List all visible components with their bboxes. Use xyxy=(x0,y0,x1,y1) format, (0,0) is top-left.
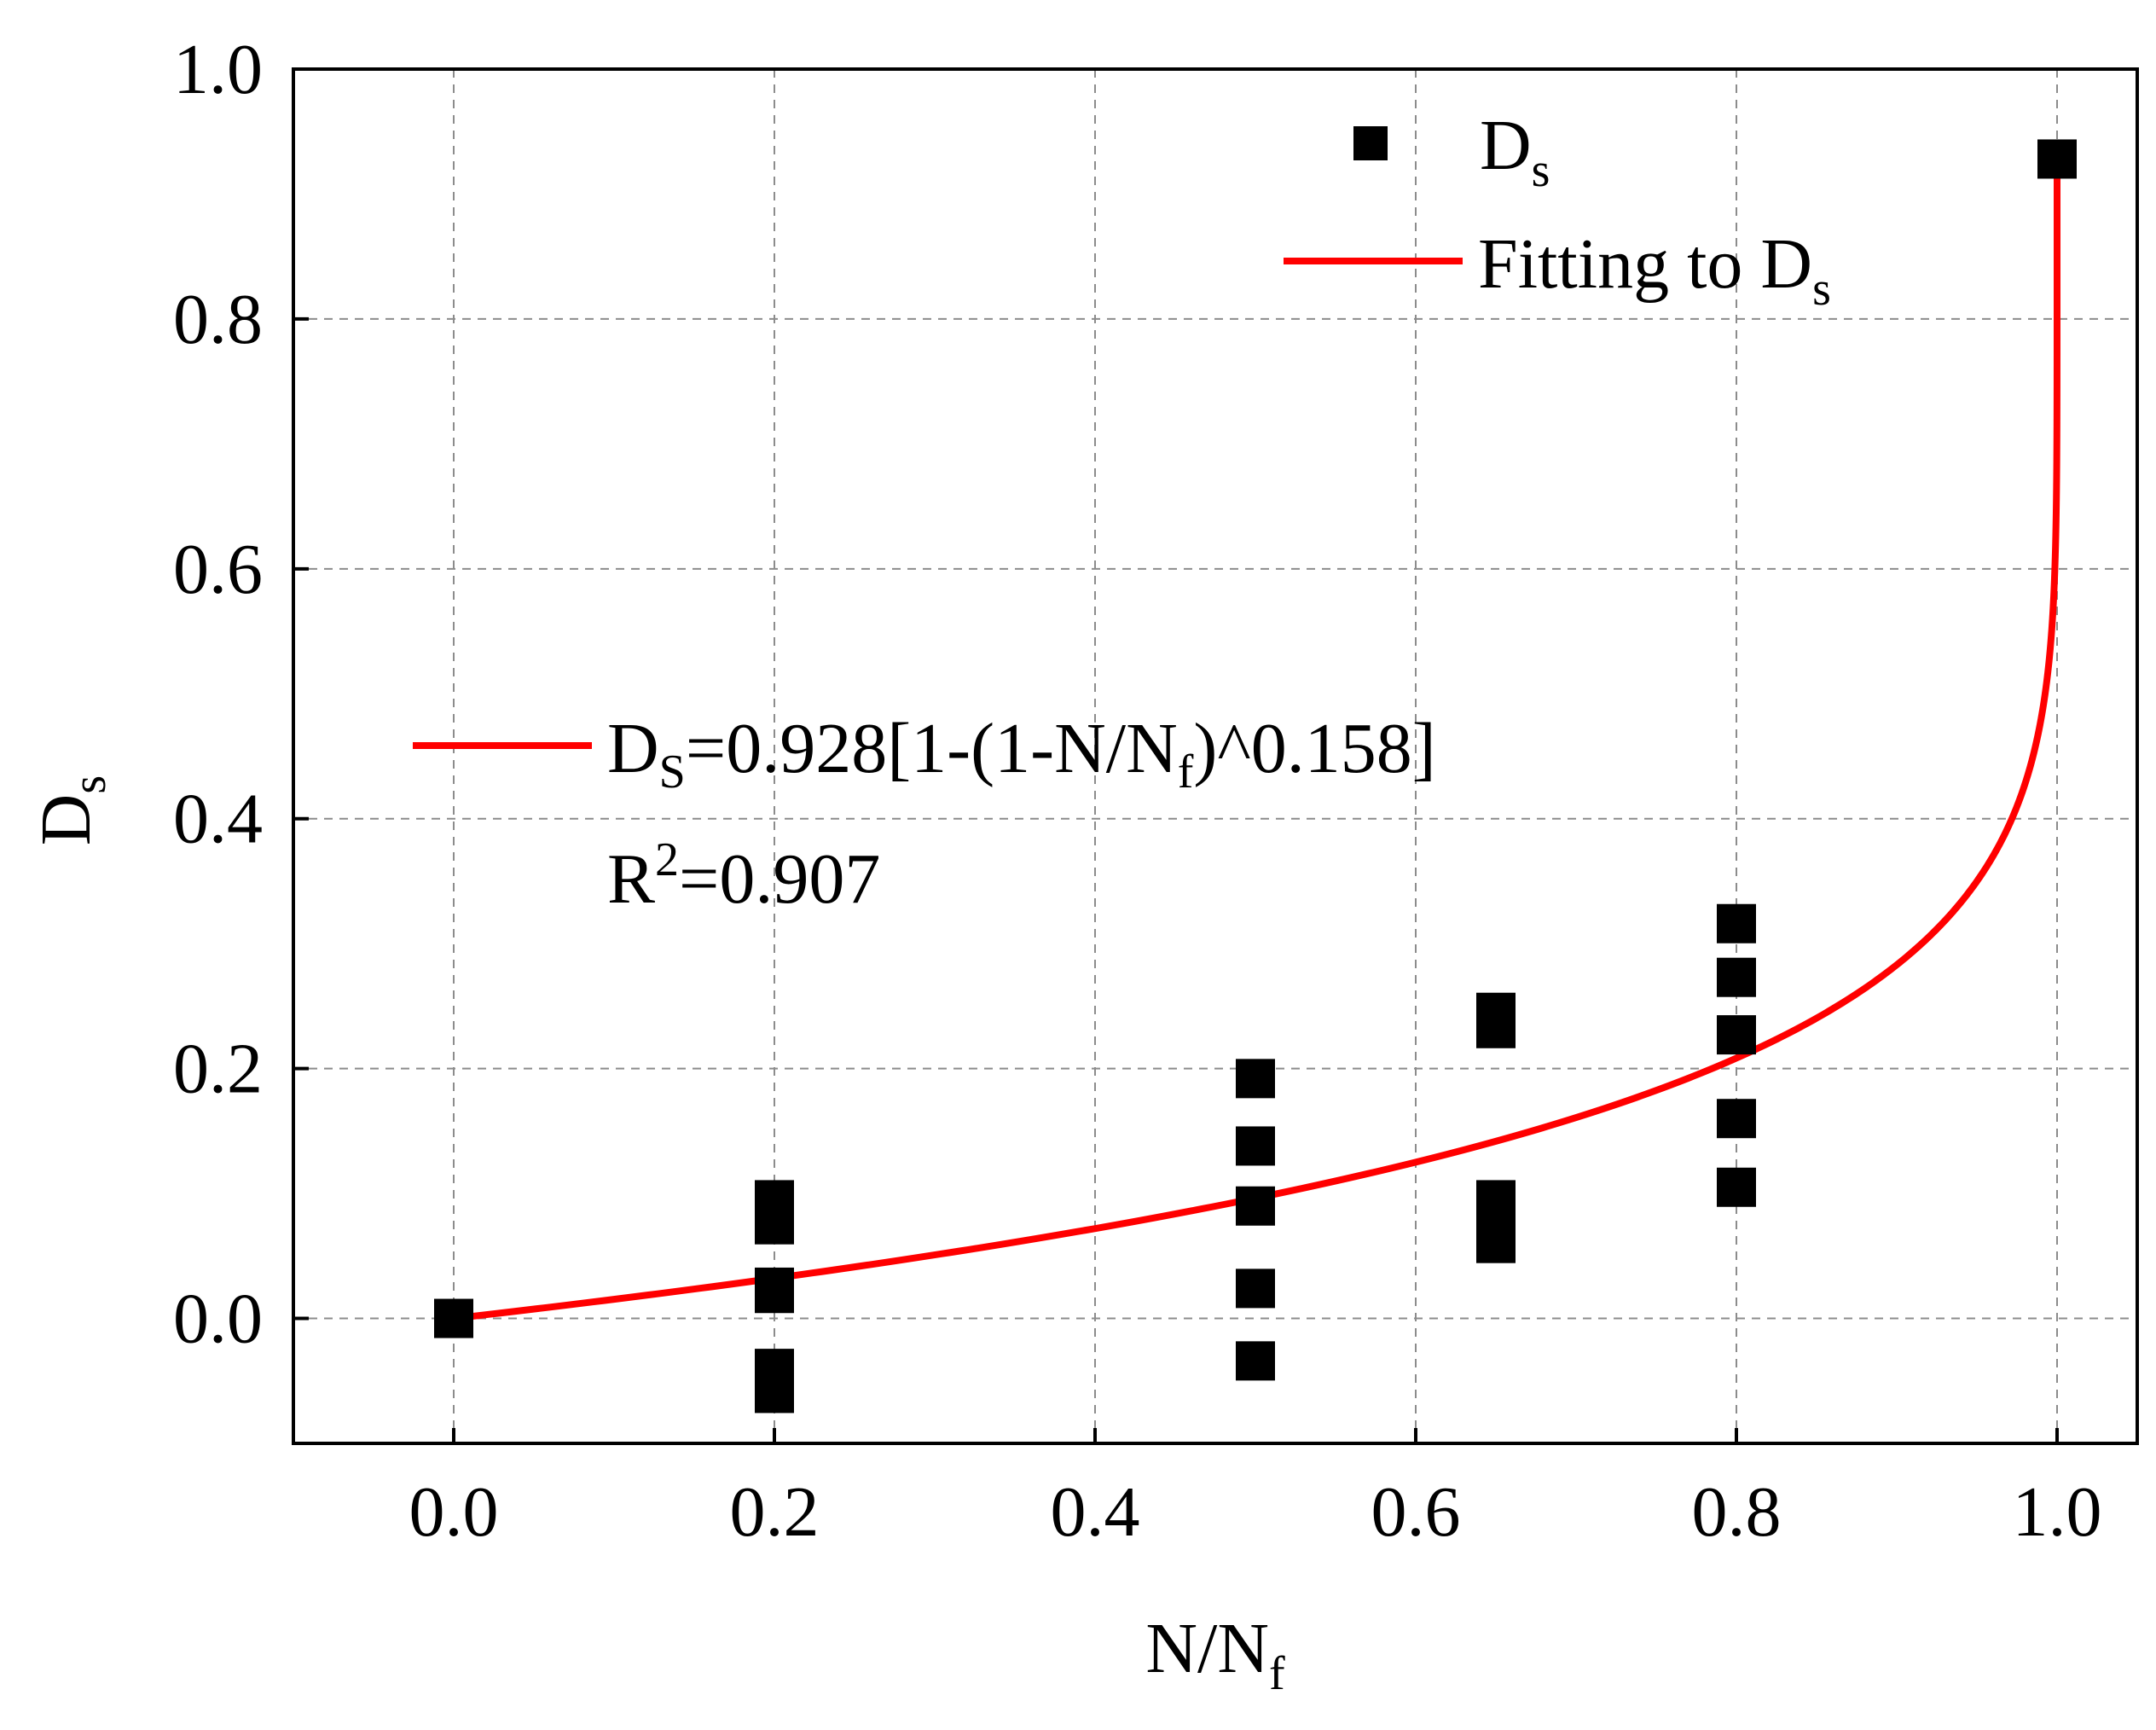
data-points xyxy=(434,139,2077,1414)
data-point-23 xyxy=(2037,139,2077,179)
y-tick-label-2: 0.4 xyxy=(173,780,263,859)
x-tick-label-4: 0.8 xyxy=(1692,1472,1782,1552)
y-axis-title: Ds xyxy=(26,775,116,845)
y-tick-label-3: 0.6 xyxy=(173,530,263,609)
fit-line-layer xyxy=(453,159,2060,1322)
x-tick-label-1: 0.2 xyxy=(730,1472,820,1552)
data-point-22 xyxy=(1717,1167,1756,1207)
x-tick-label-3: 0.6 xyxy=(1371,1472,1461,1552)
data-point-13 xyxy=(1476,1008,1516,1048)
x-tick-label-5: 1.0 xyxy=(2013,1472,2102,1552)
x-tick-label-2: 0.4 xyxy=(1051,1472,1140,1552)
axis-ticks: 0.0 0.2 0.4 0.6 0.8 1.0 0.0 0.2 0.4 0.6 0.8 1.0 xyxy=(173,30,2102,1552)
r-squared-text: R2=0.907 xyxy=(607,833,880,919)
data-point-10 xyxy=(1236,1268,1275,1309)
data-point-4 xyxy=(755,1274,794,1314)
y-tick-label-0: 0.0 xyxy=(173,1280,263,1359)
y-tick-label-5: 1.0 xyxy=(173,30,263,109)
x-tick-label-0: 0.0 xyxy=(409,1472,499,1552)
legend-marker-scatter xyxy=(1353,126,1388,160)
data-point-21 xyxy=(1717,1099,1756,1139)
legend-label-fit: Fitting to Ds xyxy=(1478,224,1831,316)
y-tick-label-1: 0.2 xyxy=(173,1030,263,1109)
legend-label-scatter: Ds xyxy=(1480,106,1550,197)
legend: Ds Fitting to Ds xyxy=(1284,106,1831,316)
data-point-2 xyxy=(755,1205,794,1245)
x-axis-title: N/Nf xyxy=(1145,1609,1285,1700)
data-point-9 xyxy=(1236,1186,1275,1226)
data-point-17 xyxy=(1476,1223,1516,1263)
plot-frame xyxy=(292,67,2139,1445)
data-point-20 xyxy=(1717,1015,1756,1055)
data-point-19 xyxy=(1717,957,1756,997)
fit-equation: DS=0.928[1-(1-N/Nf)^0.158] R2=0.907 xyxy=(413,709,1436,919)
data-point-18 xyxy=(1717,903,1756,943)
data-point-0 xyxy=(434,1298,473,1338)
data-point-7 xyxy=(1236,1059,1275,1099)
fit-curve xyxy=(453,159,2060,1322)
data-point-6 xyxy=(755,1373,794,1414)
data-point-11 xyxy=(1236,1341,1275,1381)
equation-text: DS=0.928[1-(1-N/Nf)^0.158] xyxy=(607,709,1436,798)
y-tick-label-4: 0.8 xyxy=(173,280,263,359)
data-point-8 xyxy=(1236,1126,1275,1166)
